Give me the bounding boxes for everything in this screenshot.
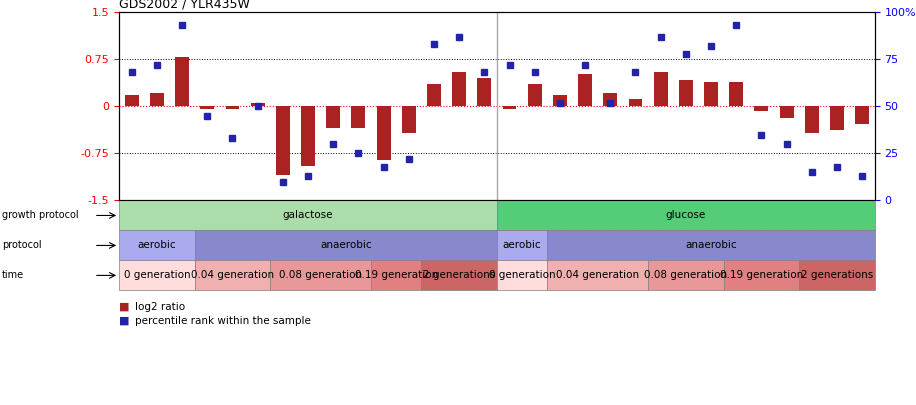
Text: 0.19 generation: 0.19 generation bbox=[354, 271, 438, 280]
Bar bbox=[496, 200, 875, 230]
Bar bbox=[724, 260, 799, 290]
Bar bbox=[194, 230, 496, 260]
Bar bbox=[477, 78, 491, 107]
Text: anaerobic: anaerobic bbox=[320, 241, 372, 250]
Bar bbox=[225, 107, 239, 109]
Bar bbox=[194, 260, 270, 290]
Bar bbox=[547, 260, 648, 290]
Text: 0.19 generation: 0.19 generation bbox=[720, 271, 803, 280]
Text: ■: ■ bbox=[119, 316, 129, 326]
Bar bbox=[402, 107, 416, 133]
Bar bbox=[856, 107, 869, 124]
Text: 2 generations: 2 generations bbox=[801, 271, 873, 280]
Text: percentile rank within the sample: percentile rank within the sample bbox=[135, 316, 311, 326]
Text: 0.04 generation: 0.04 generation bbox=[191, 271, 274, 280]
Bar bbox=[326, 107, 340, 128]
Bar bbox=[604, 92, 617, 107]
Bar bbox=[729, 83, 743, 107]
Bar bbox=[805, 107, 819, 133]
Bar bbox=[371, 260, 421, 290]
Bar bbox=[421, 260, 496, 290]
Text: anaerobic: anaerobic bbox=[685, 241, 736, 250]
Text: aerobic: aerobic bbox=[137, 241, 176, 250]
Bar bbox=[376, 107, 390, 160]
Text: 0.08 generation: 0.08 generation bbox=[644, 271, 727, 280]
Bar bbox=[453, 72, 466, 107]
Bar bbox=[780, 107, 793, 117]
Bar bbox=[528, 84, 541, 107]
Bar bbox=[648, 260, 724, 290]
Bar bbox=[503, 107, 517, 109]
Bar bbox=[654, 72, 668, 107]
Bar bbox=[427, 84, 441, 107]
Bar bbox=[496, 260, 547, 290]
Bar bbox=[201, 107, 214, 109]
Text: time: time bbox=[2, 271, 24, 280]
Bar bbox=[119, 230, 194, 260]
Bar bbox=[755, 107, 769, 111]
Bar bbox=[270, 260, 371, 290]
Bar bbox=[251, 103, 265, 107]
Text: protocol: protocol bbox=[2, 241, 41, 250]
Text: log2 ratio: log2 ratio bbox=[135, 302, 185, 311]
Bar bbox=[352, 107, 365, 128]
Text: ■: ■ bbox=[119, 302, 129, 311]
Bar bbox=[553, 95, 567, 107]
Text: growth protocol: growth protocol bbox=[2, 211, 79, 220]
Bar bbox=[119, 260, 194, 290]
Text: aerobic: aerobic bbox=[503, 241, 541, 250]
Bar bbox=[547, 230, 875, 260]
Bar bbox=[125, 95, 138, 107]
Text: 0.08 generation: 0.08 generation bbox=[279, 271, 362, 280]
Bar bbox=[628, 99, 642, 107]
Bar bbox=[679, 80, 692, 107]
Text: 0 generation: 0 generation bbox=[124, 271, 191, 280]
Bar bbox=[276, 107, 289, 175]
Bar bbox=[301, 107, 315, 166]
Bar bbox=[799, 260, 875, 290]
Bar bbox=[496, 230, 547, 260]
Bar bbox=[830, 107, 844, 130]
Text: 0 generation: 0 generation bbox=[489, 271, 555, 280]
Bar bbox=[704, 83, 718, 107]
Text: GDS2002 / YLR435W: GDS2002 / YLR435W bbox=[119, 0, 250, 11]
Text: 2 generations: 2 generations bbox=[423, 271, 496, 280]
Bar bbox=[150, 92, 164, 107]
Bar bbox=[119, 200, 496, 230]
Text: glucose: glucose bbox=[666, 211, 706, 220]
Text: galactose: galactose bbox=[283, 211, 333, 220]
Bar bbox=[175, 58, 189, 107]
Text: 0.04 generation: 0.04 generation bbox=[556, 271, 639, 280]
Bar bbox=[578, 74, 592, 107]
